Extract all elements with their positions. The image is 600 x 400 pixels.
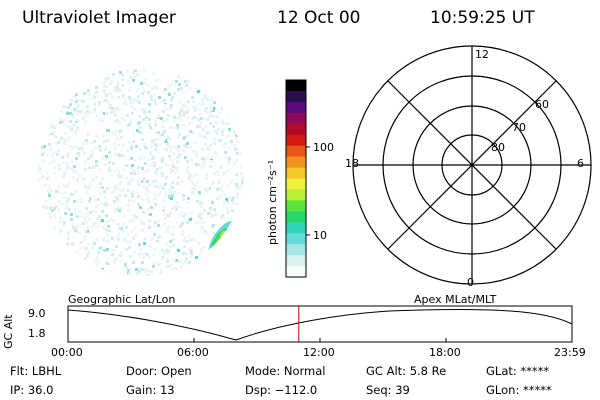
altitude-axis-label: GC Alt — [2, 314, 15, 349]
time-tick-0600: 06:00 — [177, 346, 209, 359]
colorbar-tick-10: 10 — [313, 229, 327, 242]
status-glon: GLon: ***** — [486, 383, 552, 397]
apex-title: Apex MLat/MLT — [414, 293, 497, 306]
status-gain: Gain: 13 — [126, 383, 175, 397]
colorbar-segment — [286, 134, 306, 147]
colorbar-segment — [286, 244, 306, 256]
time-tick-2359: 23:59 — [554, 346, 586, 359]
mlt-label-12: 12 — [475, 48, 489, 61]
status-mode: Mode: Normal — [245, 364, 326, 378]
status-ip: IP: 36.0 — [10, 383, 54, 397]
colorbar-segment — [286, 156, 306, 169]
altitude-plot — [67, 305, 573, 343]
status-dsp: Dsp: −112.0 — [245, 383, 318, 397]
mlt-label-0: 0 — [467, 276, 474, 289]
observation-date: 12 Oct 00 — [277, 8, 361, 28]
colorbar-segment — [286, 123, 306, 136]
status-glat: GLat: ***** — [486, 364, 550, 378]
colorbar-segment — [286, 189, 306, 201]
colorbar-segment — [286, 255, 306, 267]
geographic-title: Geographic Lat/Lon — [68, 293, 176, 306]
orbit-altitude-curve — [67, 309, 573, 341]
time-tick-1200: 12:00 — [303, 346, 335, 359]
colorbar-segment — [286, 90, 306, 103]
mlt-label-6: 6 — [577, 157, 584, 170]
status-gc-alt: GC Alt: 5.8 Re — [366, 364, 447, 378]
color-scale-bar — [285, 79, 310, 278]
colorbar-segment — [286, 211, 306, 223]
polar-mlat-mlt-grid — [352, 45, 592, 285]
colorbar-segment — [286, 266, 306, 278]
colorbar-segment — [286, 80, 306, 92]
observation-time: 10:59:25 UT — [430, 8, 535, 28]
time-tick-0000: 00:00 — [51, 346, 83, 359]
status-seq: Seq: 39 — [366, 383, 410, 397]
uv-image-disk — [36, 68, 244, 276]
status-filter: Flt: LBHL — [10, 364, 62, 378]
status-door: Door: Open — [126, 364, 192, 378]
colorbar-segment — [286, 101, 306, 114]
colorbar-segment — [286, 145, 306, 158]
altitude-tick-min: 1.8 — [28, 327, 46, 340]
altitude-tick-max: 9.0 — [28, 307, 46, 320]
colorbar-segment — [286, 222, 306, 234]
mlat-label-70: 70 — [512, 121, 526, 134]
colorbar-tick-100: 100 — [313, 141, 334, 154]
colorbar-segment — [286, 178, 306, 191]
mlat-label-60: 60 — [535, 98, 549, 111]
colorbar-segment — [286, 233, 306, 245]
mlt-label-18: 18 — [345, 157, 359, 170]
colorbar-segment — [286, 167, 306, 180]
time-tick-1800: 18:00 — [429, 346, 461, 359]
mlat-label-80: 80 — [491, 141, 505, 154]
colorbar-unit-label: photon cm⁻²s⁻¹ — [266, 159, 279, 245]
colorbar-segment — [286, 112, 306, 125]
colorbar-segment — [286, 200, 306, 212]
instrument-title: Ultraviolet Imager — [22, 8, 176, 28]
